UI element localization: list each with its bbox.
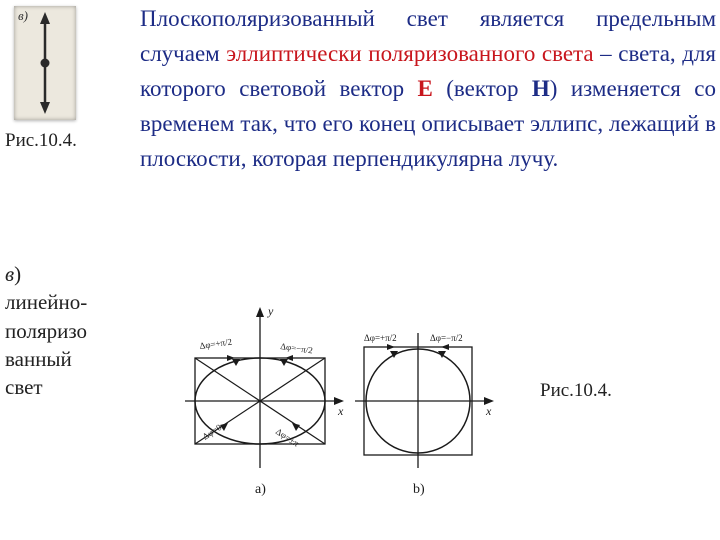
panel-a: x y Δφ=+π/2 Δφ=−π/2 Δφ=0 Δφ=±π a) xyxy=(185,304,344,497)
label-diag-1: Δφ=0 xyxy=(201,422,224,442)
panel-b-top-right: Δφ=−π/2 xyxy=(430,333,463,343)
panel-a-label: a) xyxy=(255,482,266,497)
label-arc-a: Δφ=+π/2 xyxy=(199,337,233,351)
panel-a-y-label: y xyxy=(267,304,274,318)
figure-elliptical-polarization: x y Δφ=+π/2 Δφ=−π/2 Δφ=0 Δφ=±π a) xyxy=(180,293,510,513)
panel-b: x Δφ=+π/2 Δφ=−π/2 b) xyxy=(355,333,494,497)
side-label-linear-light: в) линейно- поляризо ванный свет xyxy=(5,260,115,402)
panel-a-x-label: x xyxy=(337,404,344,418)
side-label-l1: линейно- xyxy=(5,290,87,314)
side-label-paren: ) xyxy=(14,262,21,286)
main-paragraph: Плоскополяризованный свет является преде… xyxy=(140,2,716,177)
side-label-l3: ванный xyxy=(5,347,72,371)
figure-small-caption: Рис.10.4. xyxy=(5,130,77,152)
side-label-italic: в xyxy=(5,262,14,286)
side-label-l2: поляризо xyxy=(5,319,87,343)
paragraph-segment: эллиптически поляризованного света xyxy=(226,41,593,66)
paragraph-segment: Е xyxy=(418,76,433,101)
paragraph-segment: Н xyxy=(532,76,550,101)
paragraph-segment: (вектор xyxy=(433,76,532,101)
figure-main-caption: Рис.10.4. xyxy=(540,380,612,402)
label-arc-b: Δφ=−π/2 xyxy=(280,341,314,355)
panel-b-x-label: x xyxy=(485,404,492,418)
panel-b-top-left: Δφ=+π/2 xyxy=(364,333,397,343)
panel-b-label: b) xyxy=(413,482,425,497)
linear-arrow-svg xyxy=(14,6,76,120)
side-label-l4: свет xyxy=(5,375,43,399)
figure-linear-polarization: в) xyxy=(14,6,76,120)
label-diag-2: Δφ=±π xyxy=(274,426,301,449)
